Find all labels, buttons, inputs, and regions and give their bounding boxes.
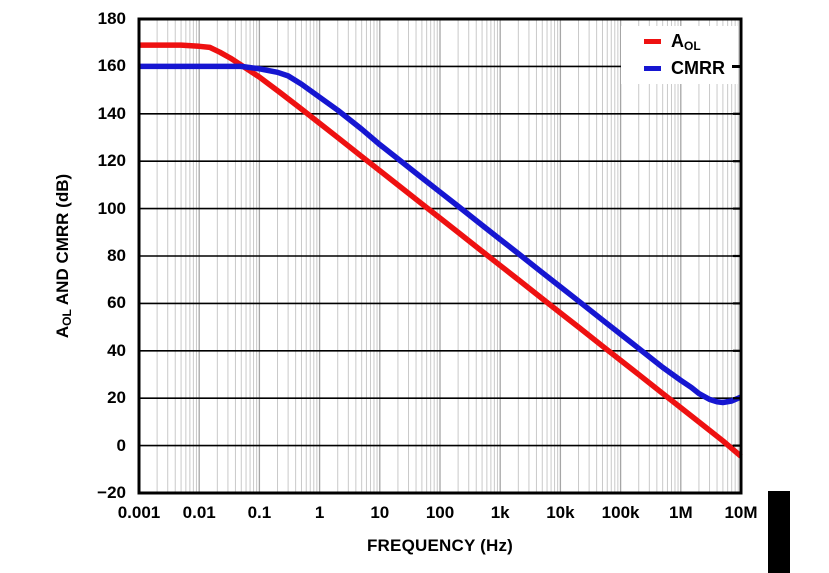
y-tick-label: 80 [107, 246, 126, 265]
x-tick-label: 10M [724, 503, 758, 522]
cmrr-legend-dash-icon [644, 65, 661, 71]
x-tick-label: 1M [668, 503, 693, 522]
y-tick-label: 100 [97, 198, 126, 218]
y-axis-title-main: A [53, 325, 72, 339]
legend-item-aol: AOL [621, 31, 738, 53]
x-tick-label: 1k [490, 503, 510, 522]
y-tick-label: 40 [107, 340, 126, 360]
y-tick-label: 140 [97, 103, 126, 123]
cmrr-curve [139, 63, 743, 406]
y-tick-label: 60 [107, 293, 126, 313]
cmrr-legend-label: CMRR [671, 58, 725, 79]
y-axis-title: AOL AND CMRR (dB) [52, 146, 74, 366]
x-tick-label: 100k [601, 503, 640, 522]
x-tick-label: 1 [314, 503, 325, 522]
y-tick-label: 160 [97, 56, 126, 76]
curves [139, 42, 743, 459]
x-tick-label: 0.001 [117, 503, 161, 522]
x-tick-label: 10 [370, 503, 390, 522]
aol-legend-dash-icon [644, 39, 661, 45]
aol-curve [139, 42, 743, 459]
x-tick-label: 10k [546, 503, 575, 522]
x-tick-label: 0.1 [247, 503, 272, 522]
y-axis-title-rest: AND CMRR (dB) [53, 173, 72, 310]
aol-legend-label: AOL [671, 30, 701, 53]
x-tick-label: 100 [425, 503, 455, 522]
plot-frame [137, 17, 743, 495]
y-tick-label: 120 [97, 151, 126, 171]
page-marker-rectangle [768, 491, 790, 573]
x-axis-title: FREQUENCY (Hz) [366, 536, 514, 555]
y-tick-label: 20 [107, 388, 126, 408]
y-tick-label: 180 [97, 9, 126, 28]
y-axis-title-subscript: OL [60, 309, 74, 326]
y-tick-label: −20 [97, 483, 126, 502]
x-tick-label: 0.01 [182, 503, 216, 522]
right-axis-tick [732, 64, 741, 68]
legend-item-cmrr: CMRR [621, 57, 738, 79]
legend-box: AOL CMRR [621, 26, 738, 84]
y-tick-label: 0 [116, 435, 126, 455]
